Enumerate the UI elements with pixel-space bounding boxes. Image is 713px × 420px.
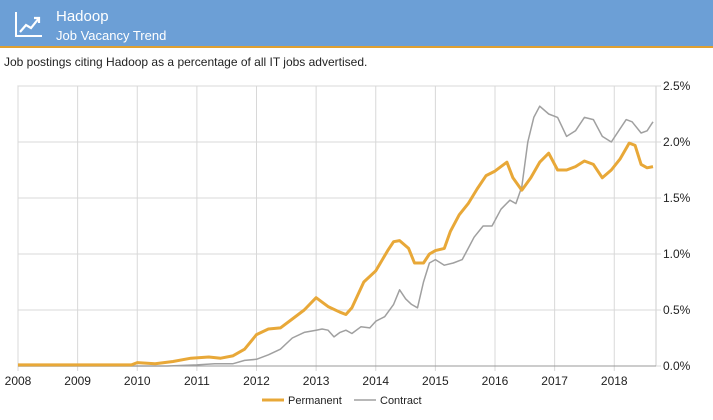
x-tick-label: 2017	[541, 374, 568, 388]
x-tick-label: 2011	[184, 374, 210, 388]
y-tick-label: 0.0%	[663, 359, 691, 373]
y-tick-label: 2.5%	[663, 79, 691, 93]
chart-caption: Job postings citing Hadoop as a percenta…	[4, 55, 368, 69]
y-tick-label: 1.5%	[663, 191, 691, 205]
x-tick-label: 2015	[422, 374, 449, 388]
chart-subtitle: Job Vacancy Trend	[56, 28, 167, 43]
x-tick-label: 2008	[5, 374, 32, 388]
y-tick-label: 1.0%	[663, 247, 691, 261]
line-chart: 2008 2009 2010 2011 2012 2013 2014 2015 2016 2017…	[5, 79, 691, 407]
y-tick-label: 2.0%	[663, 135, 691, 149]
x-tick-label: 2013	[303, 374, 330, 388]
x-tick-label: 2018	[601, 374, 628, 388]
x-tick-label: 2016	[482, 374, 509, 388]
series-line-permanent	[18, 141, 654, 367]
legend-label-contract: Contract	[380, 395, 422, 407]
series-line-contract	[18, 105, 654, 367]
chart-title: Hadoop	[56, 8, 109, 25]
x-tick-label: 2009	[64, 374, 91, 388]
x-tick-label: 2010	[124, 374, 151, 388]
x-tick-label: 2012	[243, 374, 270, 388]
y-tick-label: 0.5%	[663, 303, 691, 317]
x-tick-label: 2014	[362, 374, 389, 388]
legend-label-permanent: Permanent	[288, 395, 342, 407]
plot-area	[17, 85, 657, 367]
chart-header: Hadoop Job Vacancy Trend	[0, 0, 713, 48]
trend-up-icon	[15, 12, 42, 37]
